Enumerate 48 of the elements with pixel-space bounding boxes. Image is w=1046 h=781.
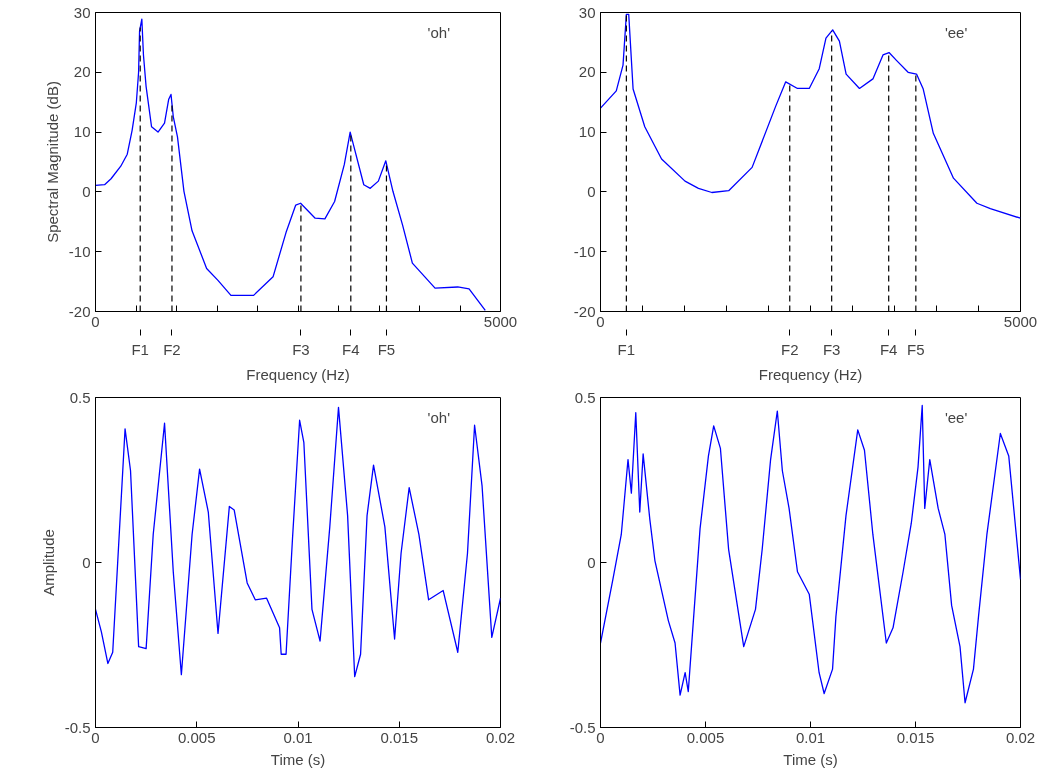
annotation: 'oh' bbox=[427, 408, 451, 426]
ref-line-label: F3 bbox=[292, 340, 310, 358]
annotation: 'ee' bbox=[944, 408, 968, 426]
y-tick-label: 0 bbox=[587, 182, 596, 200]
x-tick-label: 0.015 bbox=[896, 728, 935, 746]
y-tick-label: -20 bbox=[68, 302, 91, 320]
ref-line-label: F4 bbox=[342, 340, 360, 358]
x-tick-label: 0.01 bbox=[283, 728, 313, 746]
y-tick-label: -0.5 bbox=[64, 718, 91, 736]
y-tick-label: -10 bbox=[68, 242, 91, 260]
y-tick-label: 10 bbox=[578, 123, 596, 141]
y-tick-label: 30 bbox=[578, 3, 596, 21]
y-axis-title: Amplitude bbox=[39, 529, 57, 596]
ref-line-label: F1 bbox=[617, 340, 636, 358]
y-tick-label: 20 bbox=[73, 63, 91, 81]
x-axis-title: Time (s) bbox=[270, 750, 326, 768]
y-tick-label: -10 bbox=[573, 242, 596, 260]
x-tick-label: 5000 bbox=[1003, 312, 1038, 330]
y-tick-label: 0 bbox=[587, 553, 596, 571]
ref-line-label: F2 bbox=[781, 340, 799, 358]
y-axis-title: Spectral Magnitude (dB) bbox=[43, 81, 61, 243]
x-tick-label: 0.005 bbox=[686, 728, 725, 746]
x-tick-label: 5000 bbox=[483, 312, 518, 330]
y-tick-label: 30 bbox=[73, 3, 91, 21]
annotation: 'oh' bbox=[427, 23, 451, 41]
y-tick-label: 0 bbox=[82, 553, 91, 571]
y-tick-label: 0.5 bbox=[69, 388, 91, 406]
y-tick-label: 20 bbox=[578, 63, 596, 81]
x-tick-label: 0.015 bbox=[380, 728, 419, 746]
x-tick-label: 0.01 bbox=[795, 728, 826, 746]
x-tick-label: 0.02 bbox=[485, 728, 516, 746]
ref-line-label: F5 bbox=[907, 340, 925, 358]
x-axis-title: Frequency (Hz) bbox=[246, 365, 350, 383]
y-tick-label: -0.5 bbox=[569, 718, 596, 736]
annotation: 'ee' bbox=[944, 23, 968, 41]
x-tick-label: 0.005 bbox=[177, 728, 216, 746]
ref-line-label: F2 bbox=[163, 340, 181, 358]
y-tick-label: 0.5 bbox=[574, 388, 596, 406]
y-tick-label: 0 bbox=[82, 182, 91, 200]
ref-line-label: F5 bbox=[377, 340, 396, 358]
y-tick-label: 10 bbox=[73, 123, 91, 141]
x-tick-label: 0.02 bbox=[1005, 728, 1036, 746]
y-tick-label: -20 bbox=[573, 302, 596, 320]
ref-line-label: F3 bbox=[822, 340, 841, 358]
x-axis-title: Time (s) bbox=[783, 750, 838, 768]
x-axis-title: Frequency (Hz) bbox=[758, 365, 863, 383]
ref-line-label: F1 bbox=[131, 340, 149, 358]
ref-line-label: F4 bbox=[879, 340, 898, 358]
